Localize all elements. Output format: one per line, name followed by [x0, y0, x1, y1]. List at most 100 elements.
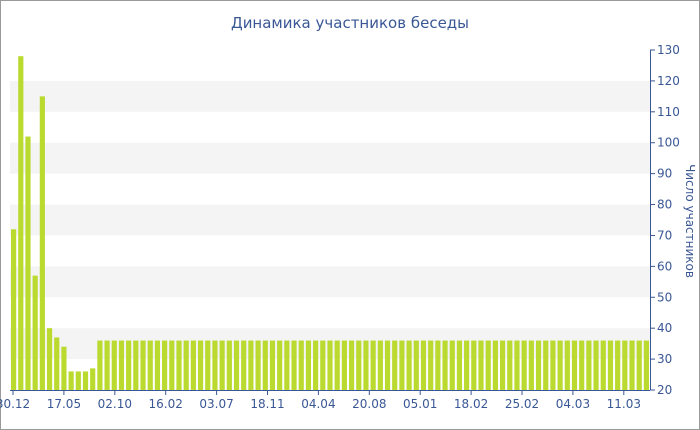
bar [111, 340, 117, 390]
bar [521, 340, 527, 390]
bar [68, 371, 74, 390]
bar [406, 340, 412, 390]
x-tick-label: 11.03 [607, 397, 641, 411]
x-tick-label: 16.02 [149, 397, 183, 411]
y-tick-label: 100 [657, 136, 680, 150]
bar [219, 340, 225, 390]
bar [363, 340, 369, 390]
bar [226, 340, 232, 390]
bar [18, 56, 24, 391]
bar [514, 340, 520, 390]
bar [600, 340, 606, 390]
x-tick-label: 02.10 [98, 397, 132, 411]
bar [320, 340, 326, 390]
y-tick-label: 70 [657, 228, 672, 242]
bar [133, 340, 139, 390]
bar [334, 340, 340, 390]
bar [291, 340, 297, 390]
bar [205, 340, 211, 390]
bar [11, 229, 17, 390]
bar [492, 340, 498, 390]
bar [140, 340, 146, 390]
bar [370, 340, 376, 390]
bar [564, 340, 570, 390]
bar [46, 328, 53, 390]
y-axis-label: Число участников [683, 164, 697, 278]
bar [392, 340, 398, 390]
bar [507, 340, 513, 390]
bar [449, 340, 455, 390]
bar [579, 340, 585, 390]
bar [277, 340, 283, 390]
bar [147, 340, 153, 390]
x-tick-label: 18.02 [454, 397, 488, 411]
bar [399, 340, 405, 390]
bar [543, 340, 549, 390]
bar [485, 340, 491, 390]
y-tick-label: 90 [657, 167, 672, 181]
y-tick-label: 130 [657, 43, 680, 57]
y-tick-label: 50 [657, 290, 672, 304]
bar [82, 371, 89, 390]
x-tick-label: 25.02 [505, 397, 539, 411]
bar [377, 340, 383, 390]
bar [313, 340, 319, 390]
bar [212, 340, 218, 390]
bar [233, 340, 240, 390]
axes [10, 49, 655, 395]
bar [464, 340, 470, 390]
bar [535, 340, 542, 390]
bar [442, 340, 448, 390]
bar [636, 340, 642, 390]
bar [255, 340, 261, 390]
bar [97, 340, 103, 390]
y-tick-label: 20 [657, 383, 672, 397]
x-tick-labels: 30.12 17.05 02.10 16.02 03.07 18.11 04.04 20.08… [0, 397, 641, 411]
y-tick-label: 110 [657, 105, 680, 119]
bar [248, 340, 254, 390]
bar [269, 340, 276, 390]
bar [571, 340, 578, 390]
bar [550, 340, 556, 390]
bar [384, 340, 391, 390]
bar [341, 340, 347, 390]
bar [478, 340, 484, 390]
grid-band [10, 80, 650, 112]
bar [104, 340, 110, 390]
bar [190, 340, 196, 390]
bar [413, 340, 419, 390]
chart-title: Динамика участников беседы [230, 14, 470, 32]
x-tick-label: 05.01 [403, 397, 437, 411]
y-tick-labels: 20 30 40 50 60 70 80 90 100 110 120 130 [657, 43, 680, 397]
x-tick-label: 04.04 [301, 397, 335, 411]
bar [471, 340, 477, 390]
bar [500, 340, 506, 390]
bar [348, 340, 355, 390]
grid-bands [10, 80, 650, 360]
bar [643, 340, 649, 390]
bar [284, 340, 290, 390]
y-tick-label: 60 [657, 259, 672, 273]
bar [61, 346, 67, 390]
bar [557, 340, 563, 390]
bar [25, 136, 31, 390]
y-tick-label: 30 [657, 352, 672, 366]
bar [298, 340, 304, 390]
x-tick-label: 03.07 [199, 397, 233, 411]
bar [593, 340, 599, 390]
bar [435, 340, 441, 390]
bar [327, 340, 333, 390]
bar [169, 340, 175, 390]
grid-band [10, 204, 650, 236]
bar [586, 340, 592, 390]
bar [32, 275, 38, 390]
y-tick-label: 120 [657, 74, 680, 88]
bars [11, 56, 649, 391]
bar [154, 340, 161, 390]
bar [629, 340, 635, 390]
x-tick-label: 20.08 [352, 397, 386, 411]
bar [305, 340, 312, 390]
bar [75, 371, 81, 390]
bar [183, 340, 189, 390]
